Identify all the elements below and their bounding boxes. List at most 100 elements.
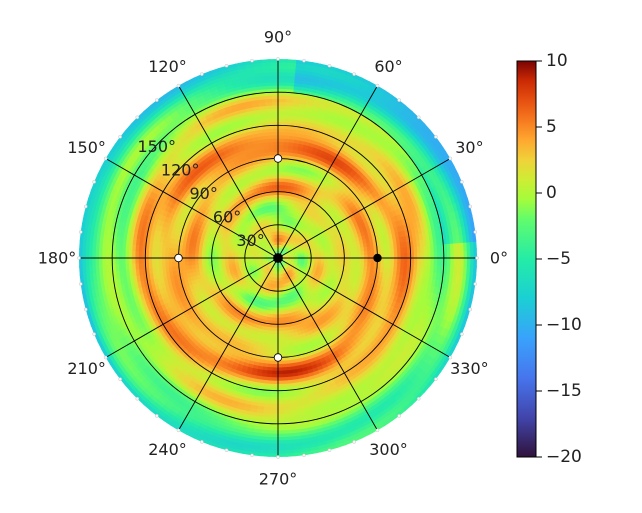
heatmap-cell — [282, 262, 286, 267]
heatmap-cell — [297, 252, 302, 255]
heatmap-cell — [268, 276, 272, 281]
heatmap-cell — [270, 242, 273, 247]
heatmap-cell — [268, 247, 272, 251]
heatmap-cell — [284, 258, 289, 260]
heatmap-cell — [268, 243, 271, 248]
heatmap-cell — [275, 267, 277, 272]
heatmap-cell — [285, 243, 289, 248]
heatmap-cell — [287, 254, 292, 257]
heatmap-cell — [269, 262, 274, 266]
heatmap-cell — [257, 260, 262, 262]
heatmap-cell — [295, 266, 300, 270]
heatmap-cell — [273, 244, 276, 249]
heatmap-cell — [290, 252, 295, 255]
heatmap-cell — [271, 263, 274, 267]
heatmap-cell — [262, 268, 266, 272]
heatmap-cell — [269, 251, 273, 255]
heatmap-cell — [293, 250, 298, 253]
heatmap-cell — [292, 271, 296, 275]
heatmap-cell — [280, 277, 283, 282]
heatmap-cell — [278, 267, 280, 272]
heatmap-cell — [283, 276, 286, 282]
heatmap-cell — [290, 268, 295, 272]
heatmap-cell — [287, 241, 291, 245]
heatmap-cell — [282, 234, 285, 239]
heatmap-cell — [281, 249, 285, 253]
heatmap-cell — [286, 262, 291, 265]
heatmap-cell — [263, 248, 268, 251]
heatmap-cell — [258, 263, 263, 266]
heatmap-cell — [264, 242, 268, 246]
heatmap-cell — [261, 244, 266, 248]
heatmap-cell — [290, 268, 294, 272]
heatmap-cell — [275, 237, 277, 242]
heatmap-cell — [296, 242, 301, 246]
heatmap-cell — [286, 271, 290, 276]
heatmap-cell — [261, 268, 266, 272]
heatmap-cell — [282, 273, 285, 278]
heatmap-cell — [282, 250, 287, 254]
heatmap-cell — [264, 266, 269, 270]
heatmap-cell — [271, 245, 274, 250]
heatmap-cell — [284, 255, 289, 257]
heatmap-cell — [280, 241, 283, 246]
heatmap-cell — [288, 266, 292, 270]
heatmap-cell — [282, 262, 286, 266]
heatmap-cell — [269, 242, 273, 247]
heatmap-cell — [297, 262, 302, 265]
heatmap-cell — [274, 247, 277, 252]
heatmap-cell — [290, 239, 295, 244]
heatmap-cell — [287, 266, 291, 271]
heatmap-cell — [268, 253, 272, 256]
heatmap-cell — [262, 243, 267, 247]
heatmap-cell — [294, 268, 299, 272]
heatmap-cell — [272, 245, 275, 249]
heatmap-cell — [269, 250, 274, 254]
heatmap-cell — [286, 267, 291, 271]
heatmap-cell — [265, 252, 269, 255]
heatmap-cell — [279, 247, 281, 252]
heatmap-cell — [281, 237, 284, 242]
heatmap-cell — [279, 264, 282, 269]
heatmap-cell — [290, 235, 294, 240]
heatmap-cell — [264, 266, 268, 270]
heatmap-cell — [263, 242, 267, 247]
heatmap-cell — [261, 240, 265, 244]
heatmap-cell — [268, 265, 272, 269]
heatmap-cell — [285, 243, 288, 248]
heatmap-cell — [269, 266, 273, 270]
heatmap-cell — [264, 270, 268, 275]
heatmap-cell — [296, 264, 301, 268]
heatmap-cell — [289, 238, 293, 243]
heatmap-cell — [254, 252, 259, 255]
heatmap-cell — [285, 248, 289, 252]
heatmap-cell — [265, 261, 269, 264]
heatmap-cell — [266, 264, 271, 267]
heatmap-cell — [279, 264, 281, 269]
heatmap-cell — [279, 267, 281, 272]
heatmap-cell — [286, 240, 290, 245]
heatmap-cell — [271, 277, 274, 282]
heatmap-cell — [294, 244, 299, 248]
heatmap-cell — [258, 251, 263, 254]
heatmap-cell — [300, 249, 305, 253]
heatmap-cell — [264, 241, 268, 246]
heatmap-cell — [273, 274, 276, 279]
heatmap-cell — [293, 263, 298, 266]
heatmap-cell — [270, 238, 273, 243]
heatmap-cell — [287, 260, 292, 263]
heatmap-cell — [275, 264, 277, 269]
heatmap-cell — [268, 247, 272, 251]
heatmap-cell — [285, 268, 288, 273]
heatmap-cell — [295, 247, 301, 251]
heatmap-cell — [259, 242, 263, 246]
heatmap-cell — [281, 267, 284, 272]
heatmap-cell — [281, 274, 284, 279]
heatmap-cell — [269, 239, 272, 244]
heatmap-cell — [285, 275, 289, 281]
heatmap-cell — [262, 263, 267, 266]
heatmap-cell — [290, 239, 294, 243]
heatmap-cell — [258, 262, 263, 265]
heatmap-cell — [291, 254, 296, 257]
heatmap-cell — [288, 274, 292, 279]
